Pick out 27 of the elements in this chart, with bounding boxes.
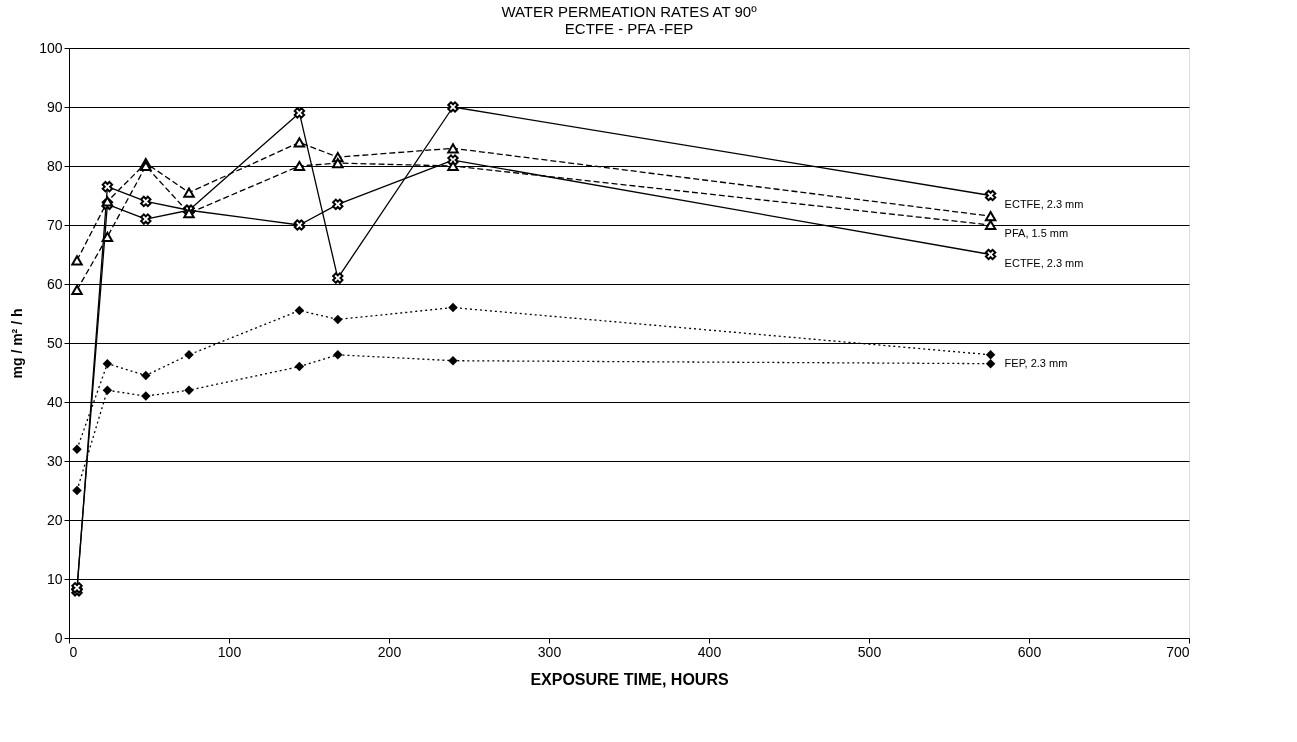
x-tick-label: 0 xyxy=(69,643,78,660)
y-tick-label: 0 xyxy=(54,629,63,646)
x-tick-label: 500 xyxy=(857,643,882,660)
chart-subtitle: ECTFE - PFA -FEP xyxy=(564,20,694,37)
y-tick-label: 70 xyxy=(46,216,63,233)
series-label: FEP, 2.3 mm xyxy=(1004,356,1068,369)
y-tick-label: 20 xyxy=(46,511,63,528)
series-label: ECTFE, 2.3 mm xyxy=(1004,197,1084,210)
x-tick-label: 600 xyxy=(1017,643,1042,660)
x-tick-label: 700 xyxy=(1166,643,1190,660)
y-tick-label: 80 xyxy=(46,157,63,174)
series-label: PFA, 1.5 mm xyxy=(1004,227,1069,239)
y-tick-label: 100 xyxy=(39,39,63,56)
y-tick-label: 50 xyxy=(46,334,63,351)
x-tick-label: 300 xyxy=(537,643,562,660)
y-axis-title: mg / m² / h xyxy=(9,308,26,379)
y-tick-label: 60 xyxy=(46,275,63,292)
x-tick-label: 200 xyxy=(377,643,402,660)
chart-title: WATER PERMEATION RATES AT 90º xyxy=(501,3,758,20)
y-tick-label: 10 xyxy=(46,570,63,587)
y-tick-label: 30 xyxy=(46,452,63,469)
x-axis-title: EXPOSURE TIME, HOURS xyxy=(530,670,729,688)
series-label: ECTFE, 2.3 mm xyxy=(1004,256,1084,269)
y-tick-label: 90 xyxy=(46,98,63,115)
y-tick-label: 40 xyxy=(46,393,63,410)
x-tick-label: 400 xyxy=(697,643,722,660)
x-tick-label: 100 xyxy=(217,643,242,660)
